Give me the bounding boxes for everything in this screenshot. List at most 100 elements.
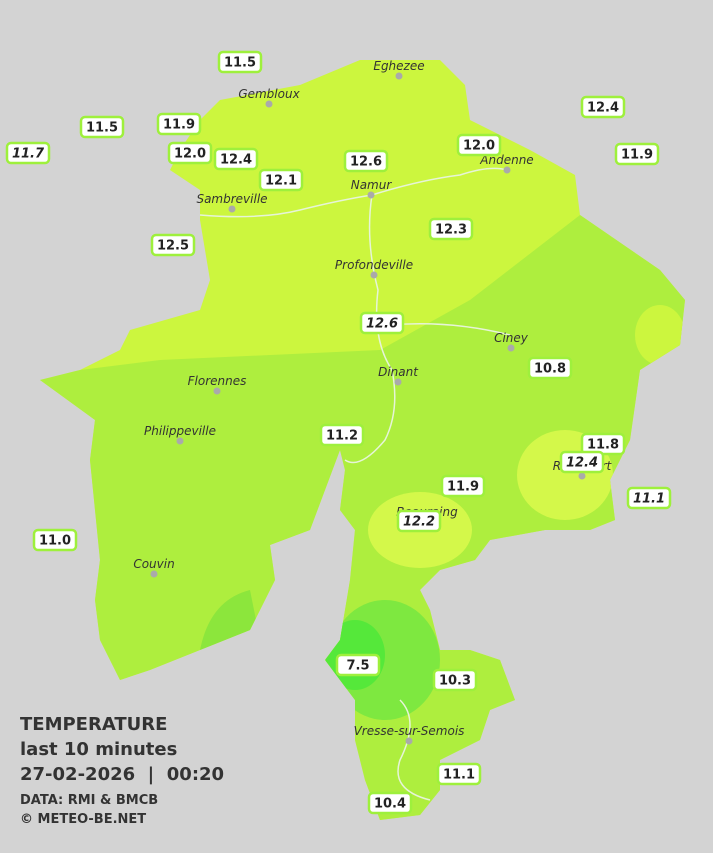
station: 12.4: [580, 95, 626, 119]
town-label: Vresse-sur-Semois: [354, 724, 465, 738]
station-value: 12.3: [435, 223, 467, 238]
station-box: [258, 168, 304, 192]
station-value: 12.6: [366, 317, 398, 332]
station-box: [396, 509, 442, 533]
station: 12.1: [258, 168, 304, 192]
town-label: Andenne: [479, 153, 533, 167]
station: 12.4: [559, 450, 605, 474]
station: 11.2: [319, 423, 365, 447]
town-label: Ciney: [494, 331, 529, 345]
station-value: 12.1: [265, 174, 297, 189]
station: 11.5: [79, 115, 125, 139]
town-label: Florennes: [188, 374, 247, 388]
town-label: Namur: [351, 178, 393, 192]
station-value: 10.3: [439, 674, 471, 689]
station: 12.3: [428, 217, 474, 241]
station-value: 10.8: [534, 362, 566, 377]
legend-datetime: 27-02-2026 | 00:20: [20, 764, 224, 785]
station-box: [359, 311, 405, 335]
station: 12.0: [456, 133, 502, 157]
station-value: 7.5: [346, 659, 369, 674]
station: 12.5: [150, 233, 196, 257]
station-box: [428, 217, 474, 241]
station-box: [213, 147, 259, 171]
station-box: [217, 50, 263, 74]
station-box: [559, 450, 605, 474]
station-box: [5, 141, 51, 165]
station-box: [150, 233, 196, 257]
station-value: 12.2: [403, 515, 435, 530]
station-box: [335, 653, 381, 677]
station-value: 11.5: [86, 121, 118, 136]
legend-subtitle: last 10 minutes: [20, 739, 177, 760]
station-value: 12.0: [463, 139, 495, 154]
station-box: [436, 762, 482, 786]
station-box: [367, 791, 413, 815]
station: 10.8: [527, 356, 573, 380]
station-box: [432, 668, 478, 692]
station-value: 12.4: [220, 153, 252, 168]
station: 7.5: [335, 653, 381, 677]
town-label: Gembloux: [238, 87, 300, 101]
river: [397, 699, 431, 801]
station-value: 12.5: [157, 239, 189, 254]
town-label: Couvin: [133, 557, 174, 571]
town-dot: [265, 100, 273, 108]
town-dot: [228, 205, 236, 213]
station-value: 12.4: [566, 456, 598, 471]
station-box: [79, 115, 125, 139]
station: 11.0: [32, 528, 78, 552]
town-dot: [405, 737, 413, 745]
station-value: 12.6: [350, 155, 382, 170]
town-dot: [395, 72, 403, 80]
legend-source: DATA: RMI & BMCB: [20, 793, 158, 808]
station-box: [167, 141, 213, 165]
station: 11.1: [436, 762, 482, 786]
station-box: [626, 486, 672, 510]
station: 10.3: [432, 668, 478, 692]
station-value: 11.5: [224, 56, 256, 71]
station: 12.6: [343, 149, 389, 173]
station-box: [580, 95, 626, 119]
station: 11.9: [156, 112, 202, 136]
station-value: 12.4: [587, 101, 619, 116]
station-value: 10.4: [374, 797, 406, 812]
station: 11.8: [580, 432, 626, 456]
town-dot: [367, 191, 375, 199]
station: 10.4: [367, 791, 413, 815]
station-value: 11.1: [633, 492, 665, 507]
town-dot: [503, 166, 511, 174]
town-label: Dinant: [378, 365, 419, 379]
station-value: 11.9: [447, 480, 479, 495]
station: 11.9: [614, 142, 660, 166]
river: [344, 194, 396, 464]
station-box: [343, 149, 389, 173]
station: 12.2: [396, 509, 442, 533]
town-dot: [370, 271, 378, 279]
station: 12.6: [359, 311, 405, 335]
towns: Eghezee Gembloux Andenne Namur Sambreville Pr…: [133, 59, 613, 745]
legend-title: TEMPERATURE: [20, 714, 167, 735]
station-value: 11.0: [39, 534, 71, 549]
station-value: 11.9: [621, 148, 653, 163]
town-label: Sambreville: [196, 192, 267, 206]
station: 12.0: [167, 141, 213, 165]
town-label: Profondeville: [335, 258, 413, 272]
town-dot: [150, 570, 158, 578]
station-value: 11.1: [443, 768, 475, 783]
station-box: [32, 528, 78, 552]
legend-copyright: © METEO-BE.NET: [20, 812, 146, 827]
station-value: 11.9: [163, 118, 195, 133]
town-dot: [176, 437, 184, 445]
station-box: [456, 133, 502, 157]
town-dot: [578, 472, 586, 480]
station-box: [527, 356, 573, 380]
station: 12.4: [213, 147, 259, 171]
station: 11.5: [217, 50, 263, 74]
station-box: [319, 423, 365, 447]
station: 11.1: [626, 486, 672, 510]
station: 11.9: [440, 474, 486, 498]
station-box: [156, 112, 202, 136]
